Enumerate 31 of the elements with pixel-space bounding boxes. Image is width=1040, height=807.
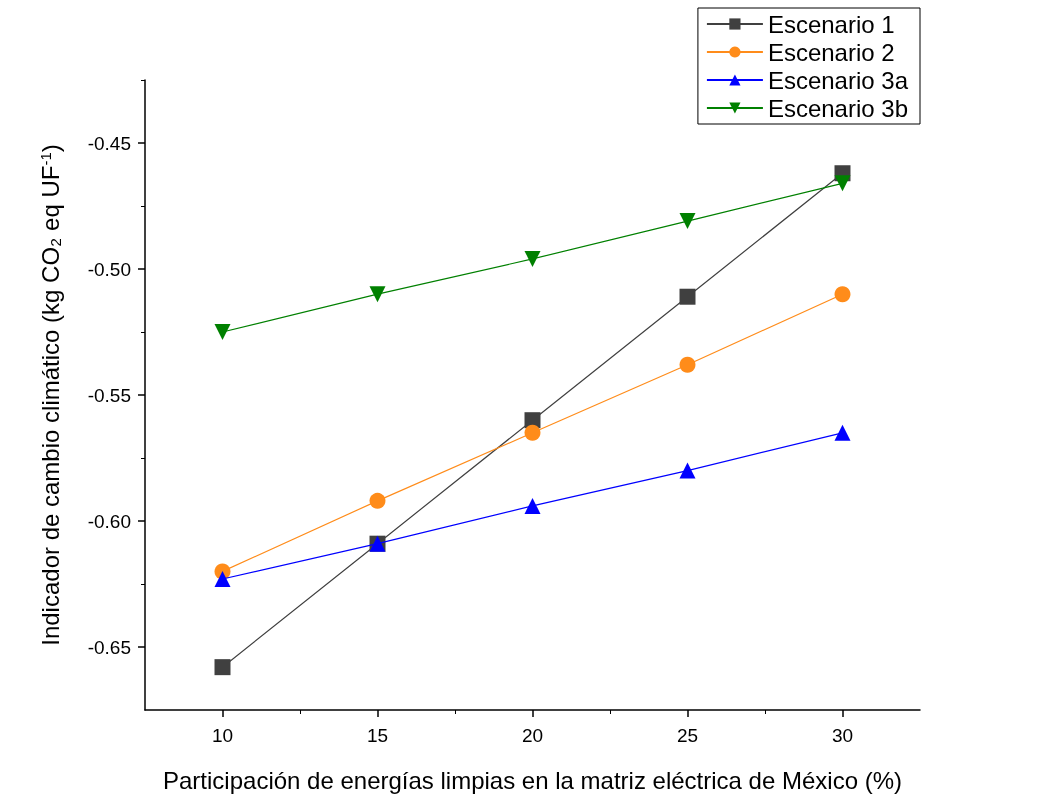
point xyxy=(369,492,386,509)
legend-label: Escenario 2 xyxy=(767,38,895,66)
point xyxy=(679,356,696,373)
point xyxy=(524,250,541,267)
x-tick-label: 25 xyxy=(676,725,699,746)
y-tick-label: -0.45 xyxy=(87,132,131,154)
y-tick-label: -0.60 xyxy=(87,510,131,532)
legend-label: Escenario 3b xyxy=(767,94,909,122)
y-axis-title: Indicador de cambio climático (kg CO₂ eq UF-1) xyxy=(37,144,64,646)
point xyxy=(214,659,231,676)
point xyxy=(679,213,696,230)
y-tick-label: -0.65 xyxy=(87,636,131,658)
point xyxy=(524,497,541,514)
x-tick-label: 20 xyxy=(521,725,544,746)
point xyxy=(214,324,231,340)
point xyxy=(679,462,696,479)
y-tick-label: -0.55 xyxy=(87,384,131,406)
y-tick-label: -0.50 xyxy=(87,258,131,280)
point xyxy=(834,175,851,192)
point xyxy=(834,424,851,441)
legend-label: Escenario 1 xyxy=(767,10,895,38)
point xyxy=(834,286,851,303)
legend-label: Escenario 3a xyxy=(767,66,909,94)
point xyxy=(679,288,696,305)
x-tick-label: 15 xyxy=(366,725,389,746)
x-tick-label: 10 xyxy=(211,725,234,746)
point xyxy=(524,424,541,441)
x-tick-label: 30 xyxy=(831,725,854,746)
x-axis-title: Participación de energías limpias en la matriz eléctrica de México (%) xyxy=(163,766,902,794)
point xyxy=(214,570,231,587)
point xyxy=(369,286,386,303)
